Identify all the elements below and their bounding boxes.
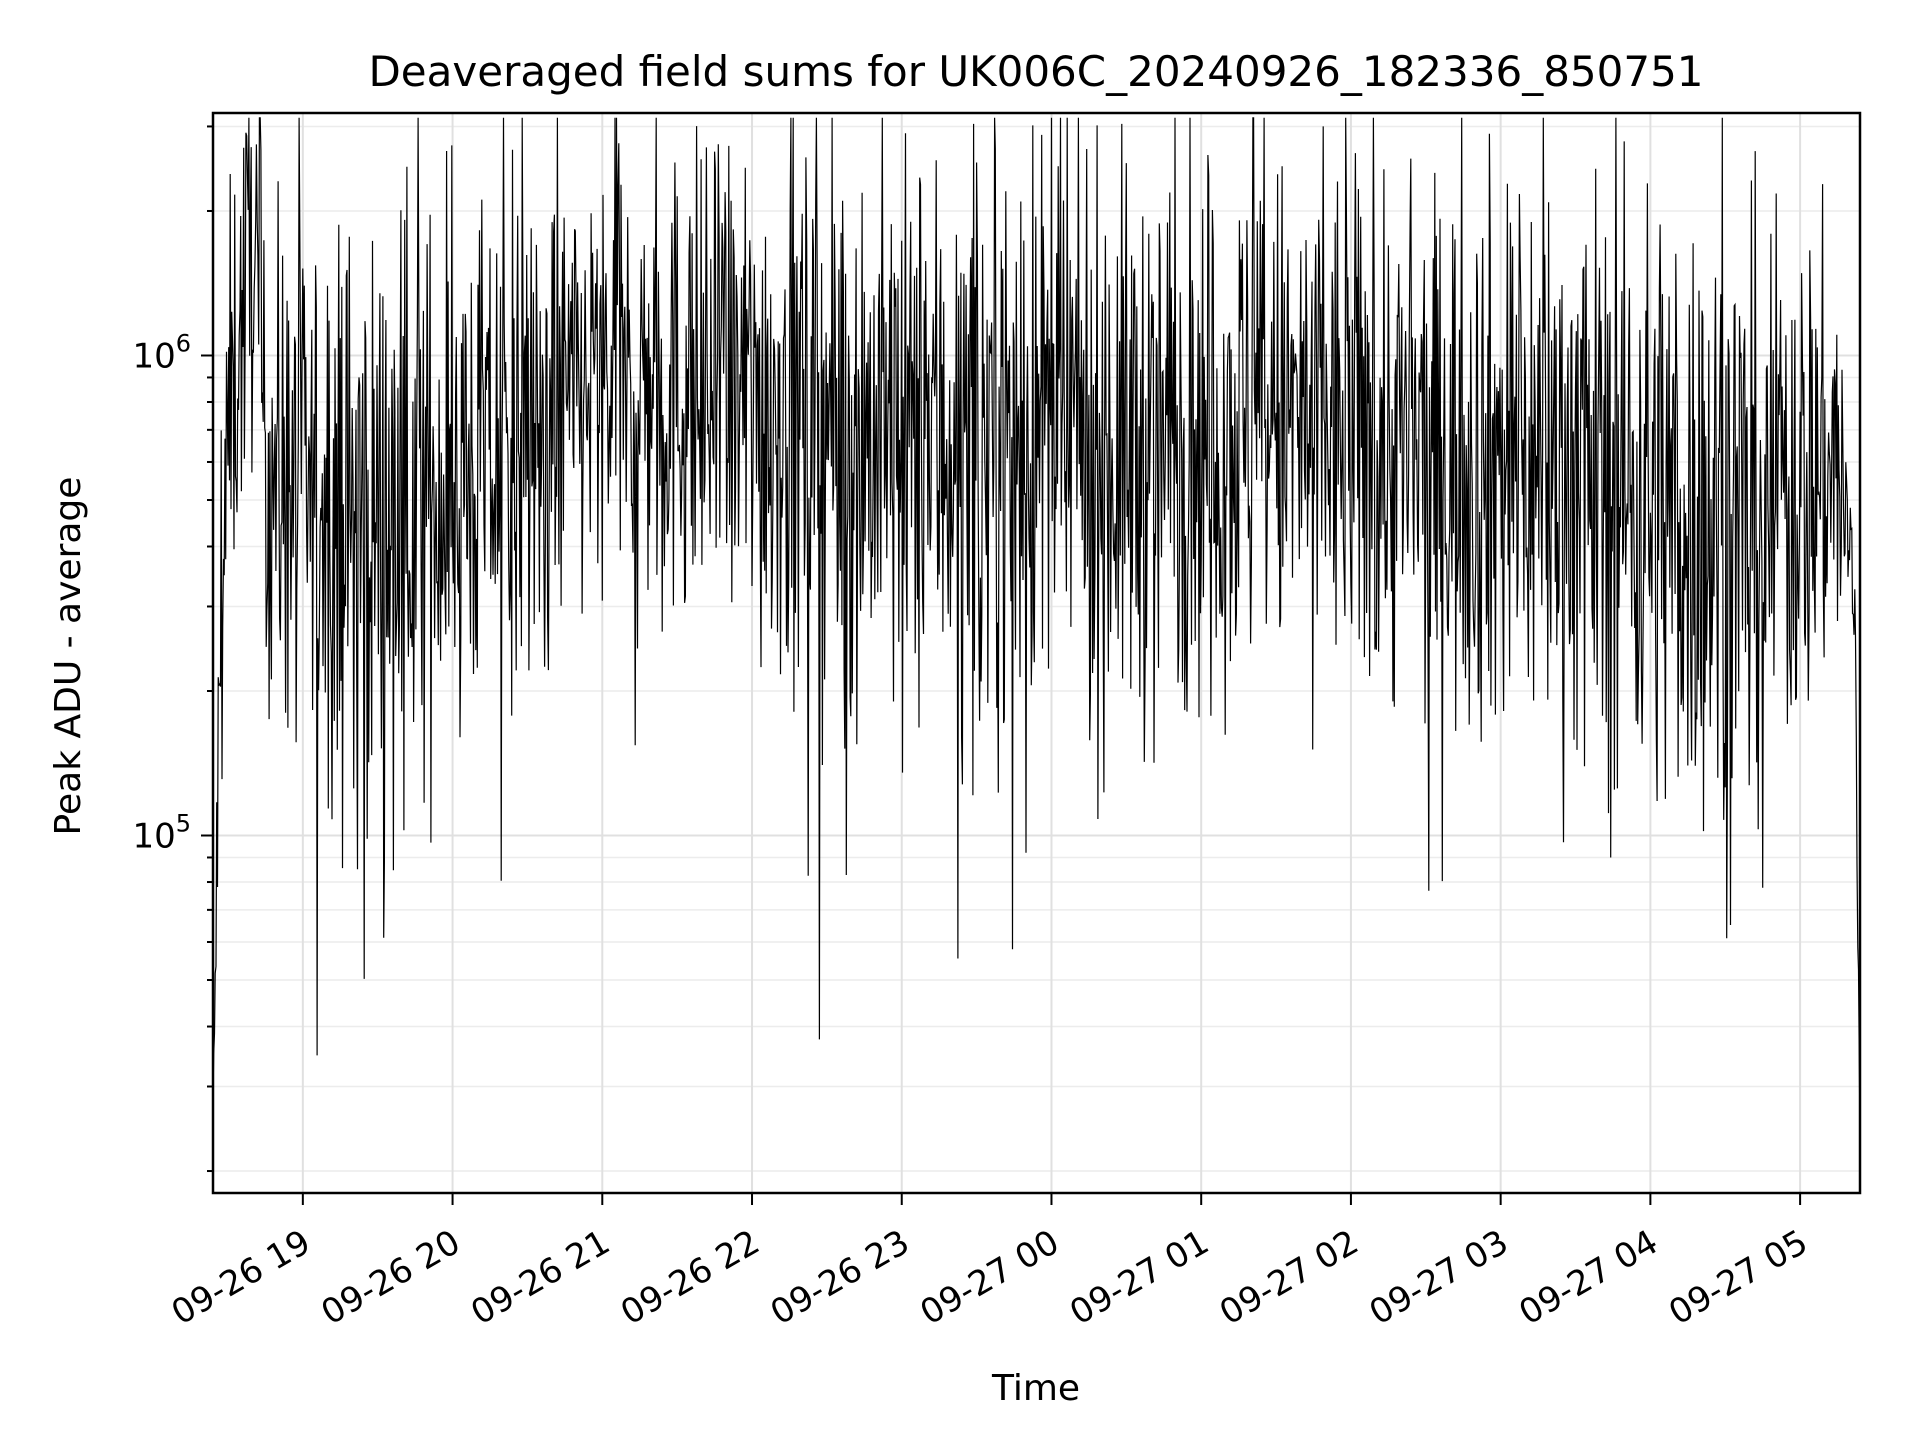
y-tick-label: 106 <box>132 329 191 376</box>
chart-title: Deaveraged field sums for UK006C_2024092… <box>368 47 1703 96</box>
y-tick-label: 105 <box>132 810 191 857</box>
y-tick-label-exponent: 5 <box>176 810 191 838</box>
y-axis-label: Peak ADU - average <box>48 477 89 836</box>
y-tick-label-base: 10 <box>132 817 175 857</box>
y-tick-label-base: 10 <box>132 336 175 376</box>
plot-frame <box>211 111 1862 1195</box>
x-axis-label: Time <box>991 1368 1080 1409</box>
series-line <box>212 117 1861 1134</box>
series-group <box>212 117 1861 1134</box>
y-tick-label-exponent: 6 <box>176 329 191 357</box>
